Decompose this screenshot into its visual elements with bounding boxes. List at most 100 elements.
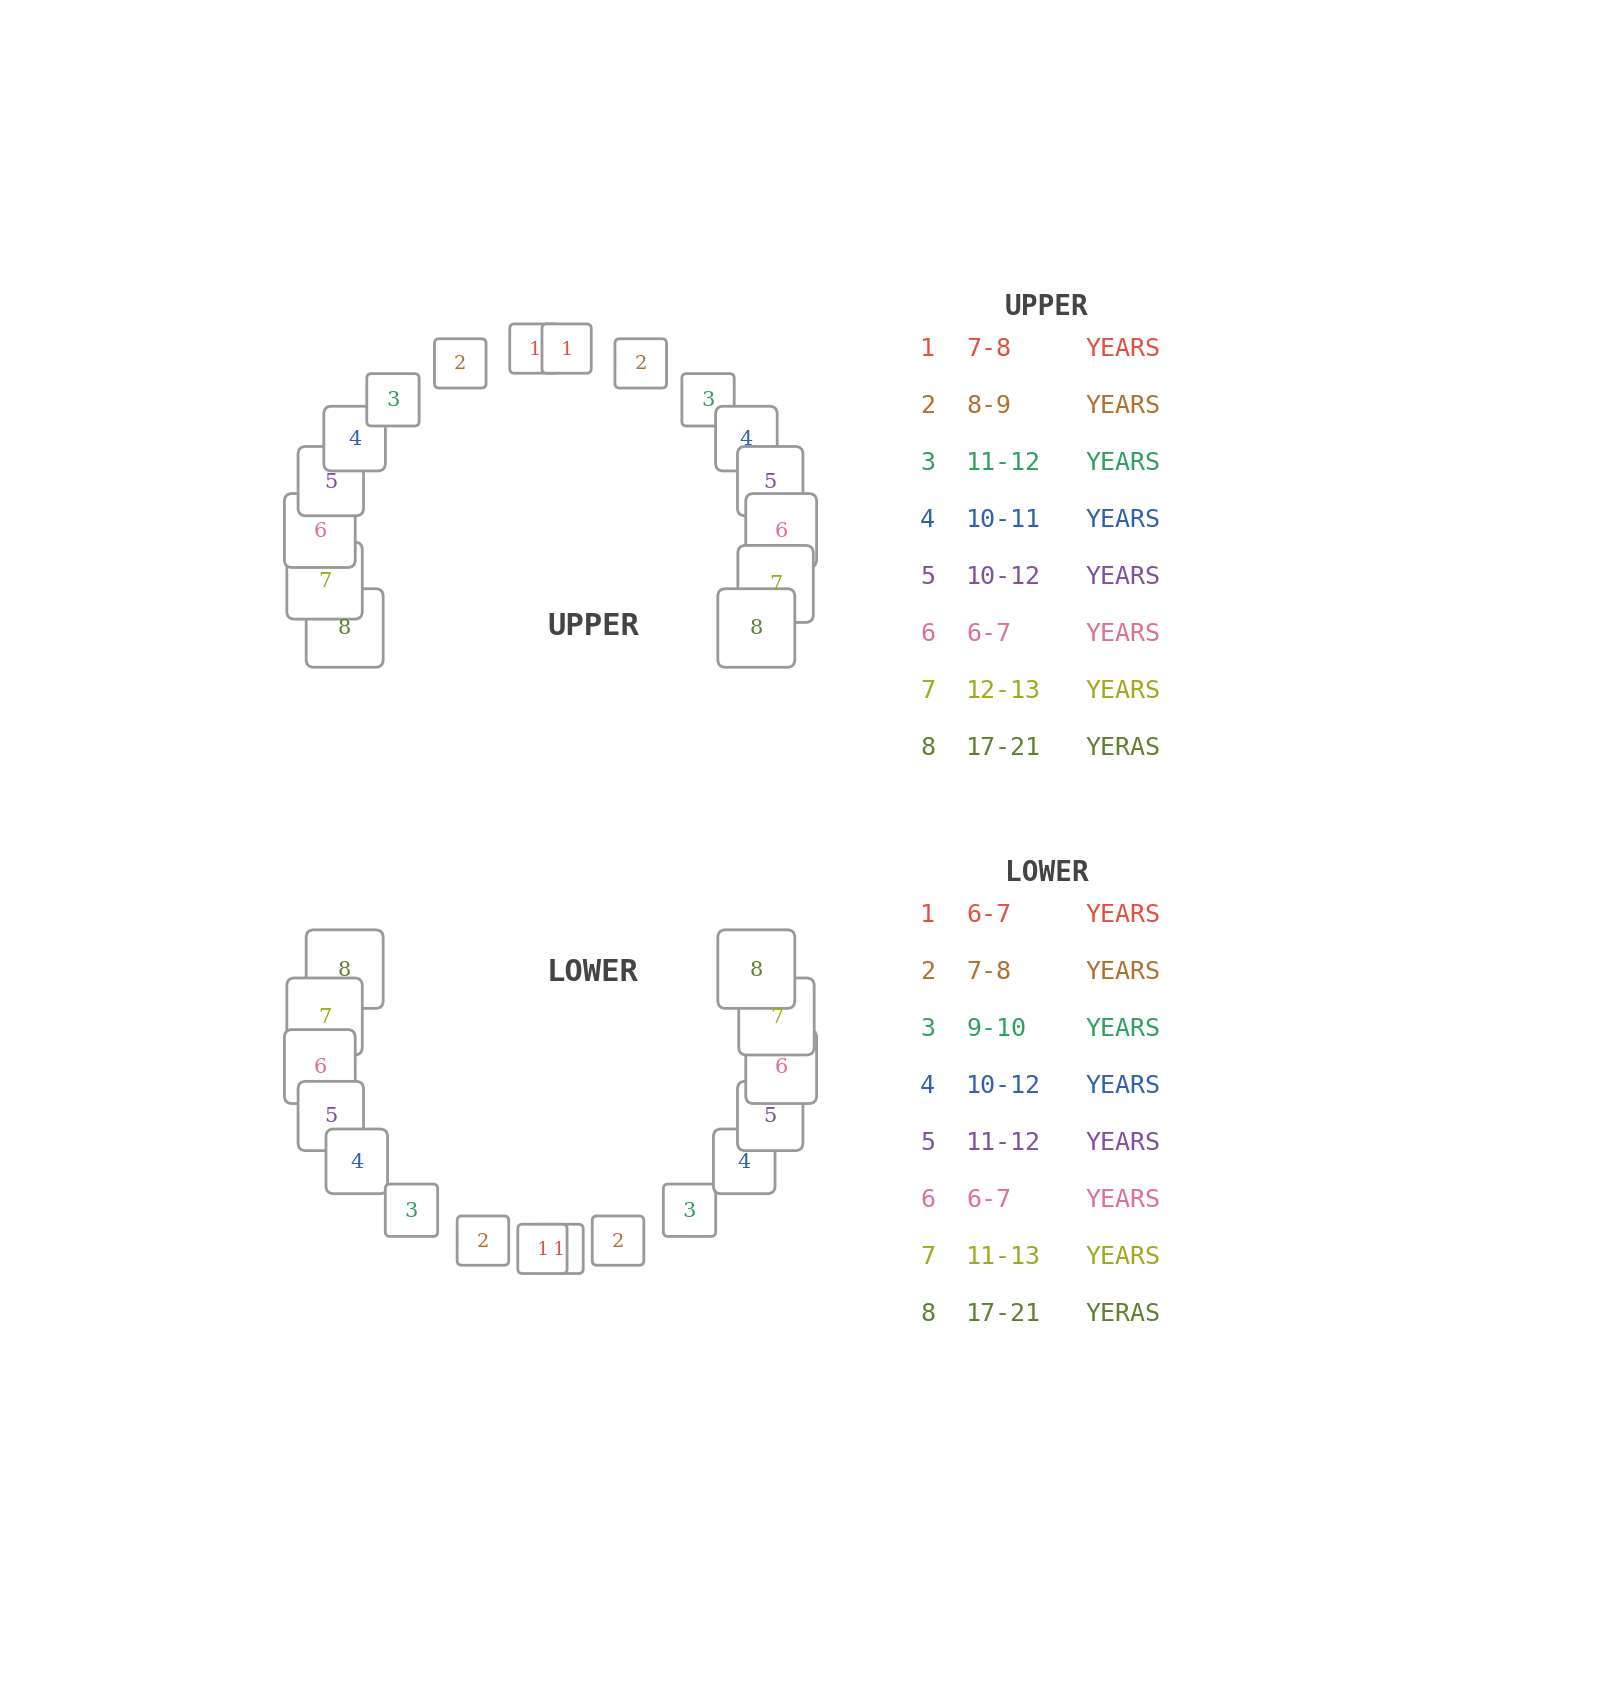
Text: YEARS: YEARS xyxy=(1086,564,1160,589)
Text: 7-8: 7-8 xyxy=(966,336,1011,361)
FancyBboxPatch shape xyxy=(718,931,795,1008)
Text: 5: 5 xyxy=(325,473,338,491)
FancyBboxPatch shape xyxy=(435,339,486,388)
FancyBboxPatch shape xyxy=(542,324,592,373)
FancyBboxPatch shape xyxy=(366,375,419,427)
Text: 2: 2 xyxy=(920,959,934,983)
Text: YEARS: YEARS xyxy=(1086,622,1160,645)
FancyBboxPatch shape xyxy=(739,978,814,1056)
FancyBboxPatch shape xyxy=(286,978,362,1056)
Text: 2: 2 xyxy=(635,355,646,373)
Text: 2: 2 xyxy=(611,1231,624,1250)
FancyBboxPatch shape xyxy=(534,1225,584,1274)
Text: 6: 6 xyxy=(774,1057,787,1076)
Text: 17-21: 17-21 xyxy=(966,735,1042,760)
Text: 3: 3 xyxy=(920,1017,934,1040)
Text: 9-10: 9-10 xyxy=(966,1017,1026,1040)
Text: 7: 7 xyxy=(920,1245,934,1268)
Text: 7: 7 xyxy=(318,1007,331,1027)
Text: 17-21: 17-21 xyxy=(966,1301,1042,1326)
Text: 6-7: 6-7 xyxy=(966,1187,1011,1211)
Text: 7: 7 xyxy=(770,1007,782,1027)
Text: 4: 4 xyxy=(920,1073,934,1098)
FancyBboxPatch shape xyxy=(298,448,363,517)
Text: LOWER: LOWER xyxy=(547,958,638,986)
Text: 8: 8 xyxy=(750,620,763,638)
Text: 3: 3 xyxy=(683,1201,696,1219)
Text: 2: 2 xyxy=(477,1231,490,1250)
Text: 12-13: 12-13 xyxy=(966,679,1042,703)
Text: 4: 4 xyxy=(920,508,934,532)
FancyBboxPatch shape xyxy=(298,1081,363,1150)
FancyBboxPatch shape xyxy=(738,1081,803,1150)
Text: 5: 5 xyxy=(920,564,934,589)
Text: YEARS: YEARS xyxy=(1086,1017,1160,1040)
Text: 1: 1 xyxy=(552,1240,565,1258)
Text: YEARS: YEARS xyxy=(1086,902,1160,927)
FancyBboxPatch shape xyxy=(682,375,734,427)
Text: 3: 3 xyxy=(405,1201,418,1219)
FancyBboxPatch shape xyxy=(592,1216,643,1265)
FancyBboxPatch shape xyxy=(306,589,382,667)
Text: 1: 1 xyxy=(920,336,934,361)
Text: 6-7: 6-7 xyxy=(966,902,1011,927)
Text: YERAS: YERAS xyxy=(1086,1301,1160,1326)
Text: 1: 1 xyxy=(560,341,573,358)
Text: 7: 7 xyxy=(920,679,934,703)
Text: 6: 6 xyxy=(920,1187,934,1211)
Text: YEARS: YEARS xyxy=(1086,679,1160,703)
Text: 8: 8 xyxy=(920,1301,934,1326)
FancyBboxPatch shape xyxy=(386,1184,438,1236)
Text: YEARS: YEARS xyxy=(1086,1073,1160,1098)
FancyBboxPatch shape xyxy=(326,1130,387,1194)
Text: 6: 6 xyxy=(774,522,787,540)
Text: 1: 1 xyxy=(920,902,934,927)
FancyBboxPatch shape xyxy=(738,448,803,517)
FancyBboxPatch shape xyxy=(286,542,362,620)
Text: 5: 5 xyxy=(920,1130,934,1154)
Text: 10-12: 10-12 xyxy=(966,564,1042,589)
Text: 1: 1 xyxy=(536,1240,549,1258)
Text: 8: 8 xyxy=(750,959,763,980)
Text: 8-9: 8-9 xyxy=(966,394,1011,417)
Text: YEARS: YEARS xyxy=(1086,508,1160,532)
FancyBboxPatch shape xyxy=(715,407,778,471)
Text: UPPER: UPPER xyxy=(547,611,638,640)
Text: 11-13: 11-13 xyxy=(966,1245,1042,1268)
Text: 5: 5 xyxy=(763,473,778,491)
Text: 5: 5 xyxy=(325,1106,338,1127)
Text: 7-8: 7-8 xyxy=(966,959,1011,983)
FancyBboxPatch shape xyxy=(714,1130,774,1194)
FancyBboxPatch shape xyxy=(458,1216,509,1265)
FancyBboxPatch shape xyxy=(285,495,355,568)
Text: 3: 3 xyxy=(701,392,715,410)
FancyBboxPatch shape xyxy=(285,1030,355,1105)
FancyBboxPatch shape xyxy=(718,589,795,667)
Text: 8: 8 xyxy=(338,959,352,980)
FancyBboxPatch shape xyxy=(614,339,667,388)
Text: 6: 6 xyxy=(314,1057,326,1076)
Text: 3: 3 xyxy=(920,451,934,475)
FancyBboxPatch shape xyxy=(738,546,813,623)
FancyBboxPatch shape xyxy=(306,931,382,1008)
Text: 8: 8 xyxy=(920,735,934,760)
Text: 5: 5 xyxy=(763,1106,778,1127)
Text: 6: 6 xyxy=(920,622,934,645)
Text: 4: 4 xyxy=(739,429,754,449)
Text: 11-12: 11-12 xyxy=(966,1130,1042,1154)
Text: 6: 6 xyxy=(314,522,326,540)
Text: YERAS: YERAS xyxy=(1086,735,1160,760)
Text: 2: 2 xyxy=(920,394,934,417)
Text: 4: 4 xyxy=(350,1152,363,1170)
Text: LOWER: LOWER xyxy=(1005,858,1088,887)
Text: YEARS: YEARS xyxy=(1086,959,1160,983)
Text: 10-11: 10-11 xyxy=(966,508,1042,532)
FancyBboxPatch shape xyxy=(510,324,558,373)
Text: 7: 7 xyxy=(770,574,782,595)
Text: 2: 2 xyxy=(454,355,467,373)
Text: 4: 4 xyxy=(738,1152,750,1170)
Text: YEARS: YEARS xyxy=(1086,336,1160,361)
FancyBboxPatch shape xyxy=(746,1030,816,1105)
Text: YEARS: YEARS xyxy=(1086,1187,1160,1211)
Text: YEARS: YEARS xyxy=(1086,1130,1160,1154)
